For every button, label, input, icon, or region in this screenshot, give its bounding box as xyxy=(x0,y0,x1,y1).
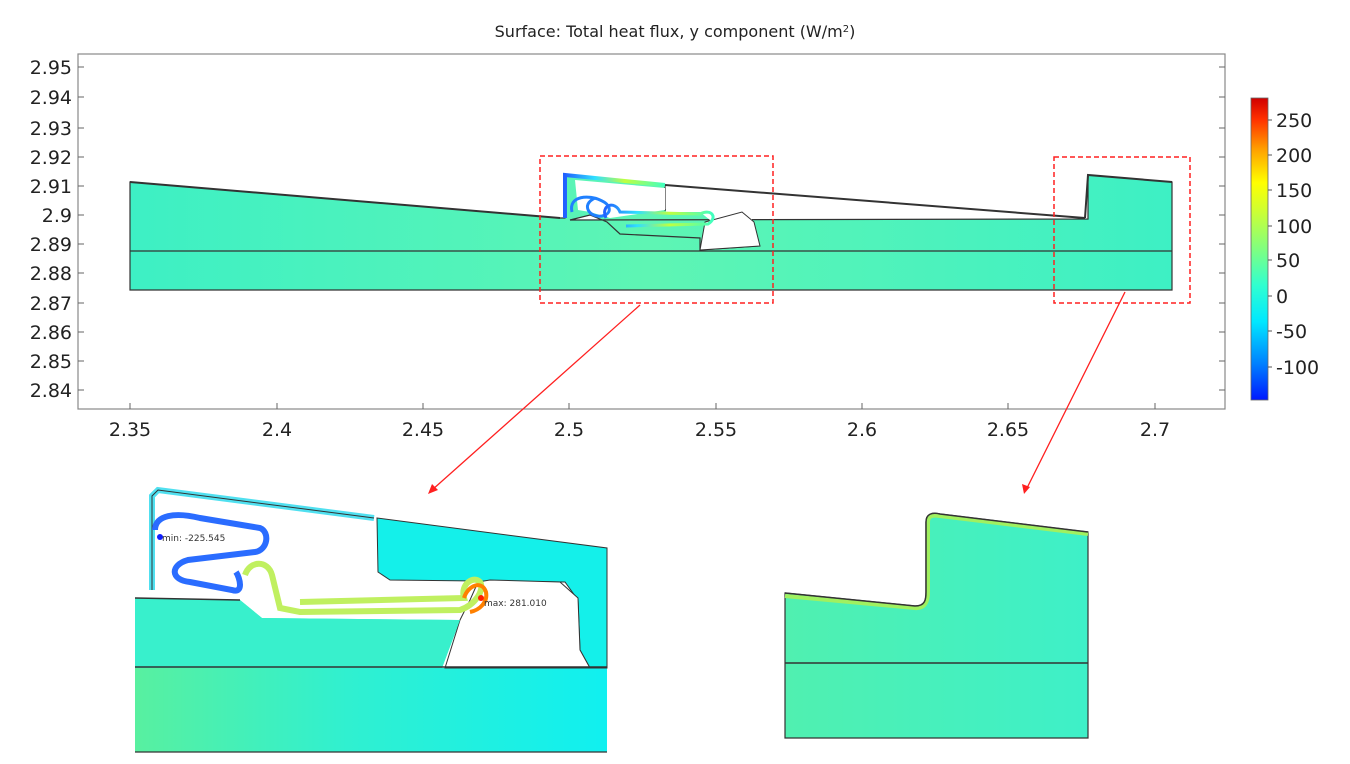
x-tick-label: 2.7 xyxy=(1140,419,1170,441)
colorbar-tick: 250 xyxy=(1276,110,1312,132)
x-tick-label: 2.6 xyxy=(847,419,877,441)
plot-title: Surface: Total heat flux, y component (W… xyxy=(495,22,856,41)
y-tick-label: 2.88 xyxy=(30,263,72,285)
min-annotation: min: -225.545 xyxy=(162,534,225,544)
y-tick-label: 2.89 xyxy=(30,234,72,256)
x-tick-label: 2.5 xyxy=(554,419,584,441)
main-domain xyxy=(129,172,1173,291)
y-tick-label: 2.92 xyxy=(30,147,72,169)
y-tick-label: 2.94 xyxy=(30,87,72,109)
colorbar-tick: 150 xyxy=(1276,180,1312,202)
x-tick-label: 2.55 xyxy=(695,419,737,441)
zoom-arrow-right xyxy=(1022,291,1126,494)
y-axis: 2.95 2.94 2.93 2.92 2.91 2.9 2.89 2.88 2… xyxy=(30,57,1225,402)
colorbar-tick: 0 xyxy=(1276,286,1288,308)
y-tick-label: 2.84 xyxy=(30,380,72,402)
colorbar-tick: -50 xyxy=(1276,321,1307,343)
x-tick-label: 2.45 xyxy=(402,419,444,441)
colorbar: 250 200 150 100 50 0 -50 -100 xyxy=(1250,97,1319,401)
colorbar-tick: 100 xyxy=(1276,216,1312,238)
x-axis: 2.35 2.4 2.45 2.5 2.55 2.6 2.65 2.7 xyxy=(109,403,1170,441)
colorbar-tick: -100 xyxy=(1276,357,1319,379)
x-tick-label: 2.4 xyxy=(262,419,292,441)
zoom-panel-left: min: -225.545 max: 281.010 xyxy=(134,486,608,753)
y-tick-label: 2.85 xyxy=(30,351,72,373)
y-tick-label: 2.95 xyxy=(30,57,72,79)
zoom-arrow-left xyxy=(428,304,641,494)
y-tick-label: 2.87 xyxy=(30,293,72,315)
y-tick-label: 2.9 xyxy=(42,205,72,227)
colorbar-tick: 200 xyxy=(1276,145,1312,167)
zoom-box-left xyxy=(539,155,774,304)
y-tick-label: 2.86 xyxy=(30,322,72,344)
zoom-box-right xyxy=(1053,156,1191,304)
y-tick-label: 2.91 xyxy=(30,176,72,198)
colorbar-tick: 50 xyxy=(1276,250,1300,272)
x-tick-label: 2.35 xyxy=(109,419,151,441)
max-annotation: max: 281.010 xyxy=(484,599,547,609)
zoom-panel-right xyxy=(784,512,1089,739)
y-tick-label: 2.93 xyxy=(30,118,72,140)
x-tick-label: 2.65 xyxy=(987,419,1029,441)
